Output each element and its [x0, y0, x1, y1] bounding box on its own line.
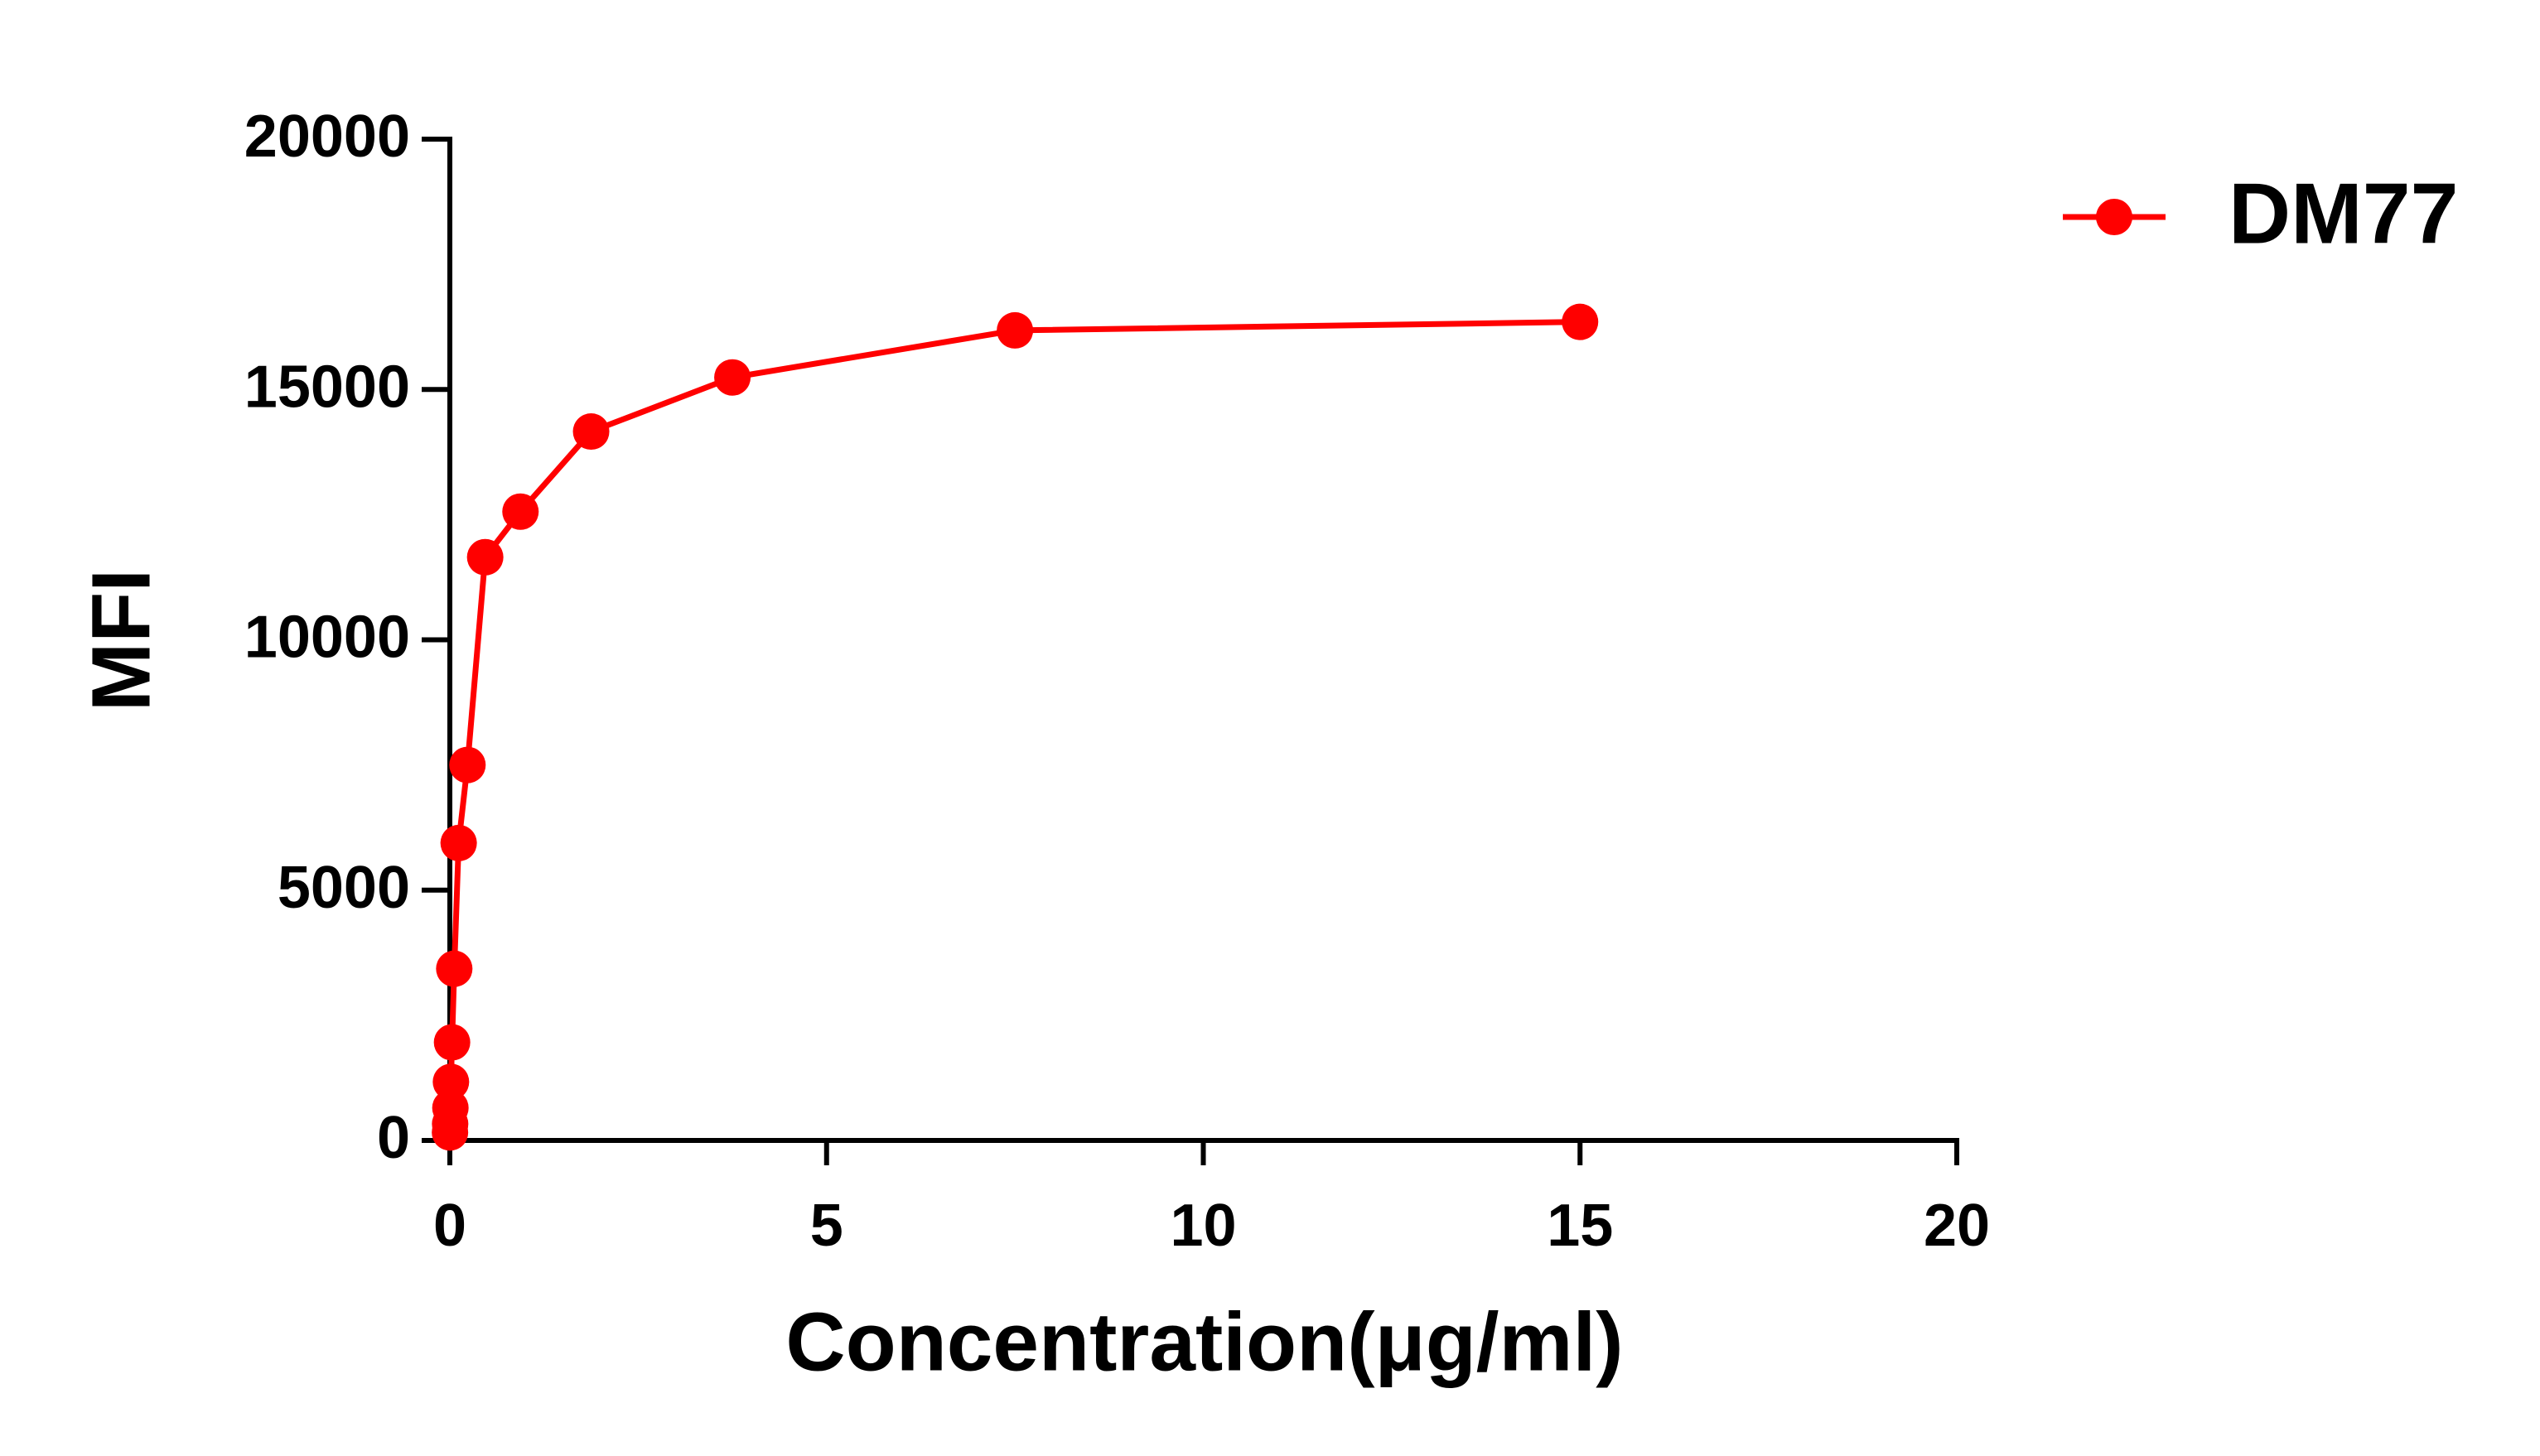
legend-label: DM77	[2229, 166, 2458, 262]
data-point	[432, 1089, 469, 1126]
y-tick-label: 10000	[244, 605, 410, 671]
x-tick-label: 5	[810, 1193, 843, 1259]
data-line	[447, 319, 1581, 1133]
y-tick-label: 15000	[244, 354, 410, 420]
data-point	[433, 1024, 471, 1061]
data-point	[466, 538, 504, 576]
data-point	[502, 493, 539, 530]
data-point	[714, 359, 751, 396]
data-point	[572, 413, 610, 451]
data-point	[440, 824, 477, 861]
y-tick-label: 20000	[244, 104, 410, 170]
x-tick-label: 15	[1547, 1193, 1613, 1259]
x-tick-label: 0	[433, 1193, 466, 1259]
data-point	[432, 1063, 470, 1101]
x-tick-label: 10	[1170, 1193, 1236, 1259]
data-point	[449, 746, 486, 783]
y-tick-label: 0	[377, 1105, 410, 1171]
data-point	[1562, 303, 1599, 340]
x-tick-label: 20	[1924, 1193, 1990, 1259]
x-axis-title: Concentration(μg/ml)	[785, 1295, 1623, 1388]
y-axis-title: MFI	[75, 569, 167, 711]
legend-marker	[2096, 199, 2132, 235]
data-point	[436, 950, 473, 987]
y-tick-label: 5000	[278, 855, 410, 921]
data-point	[997, 311, 1034, 349]
